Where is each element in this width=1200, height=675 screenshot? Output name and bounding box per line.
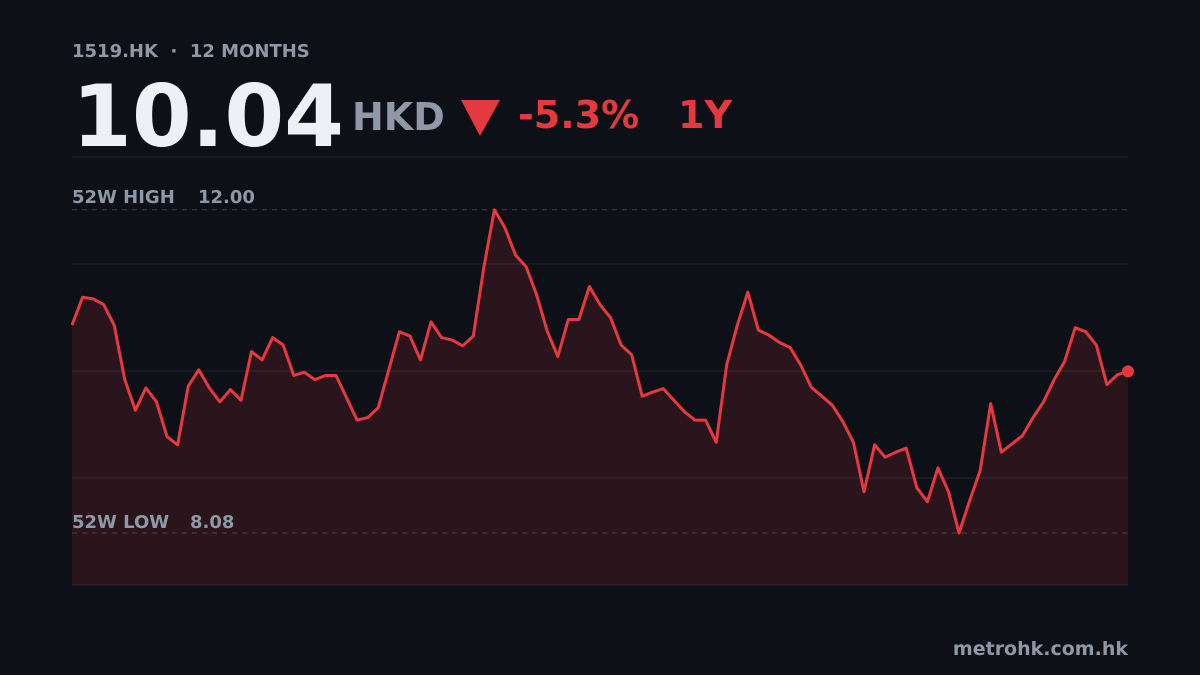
change: -5.3% (518, 93, 639, 137)
plot: 52W HIGH 12.00 52W LOW 8.08 (70, 187, 1134, 586)
price: 10.04 (72, 67, 344, 167)
footer: metrohk.com.hk (953, 638, 1128, 660)
area (72, 209, 1128, 586)
currency: HKD (352, 95, 445, 139)
high-value: 12.00 (198, 187, 255, 208)
range: 1Y (678, 93, 732, 137)
low-label: 52W LOW (72, 512, 169, 533)
high-label: 52W HIGH (72, 187, 175, 208)
down-arrow (461, 100, 500, 136)
low-value: 8.08 (190, 512, 234, 533)
price-line (70, 208, 1129, 535)
subtitle: 1519.HK · 12 MONTHS (72, 41, 310, 62)
last-point (1122, 365, 1134, 378)
